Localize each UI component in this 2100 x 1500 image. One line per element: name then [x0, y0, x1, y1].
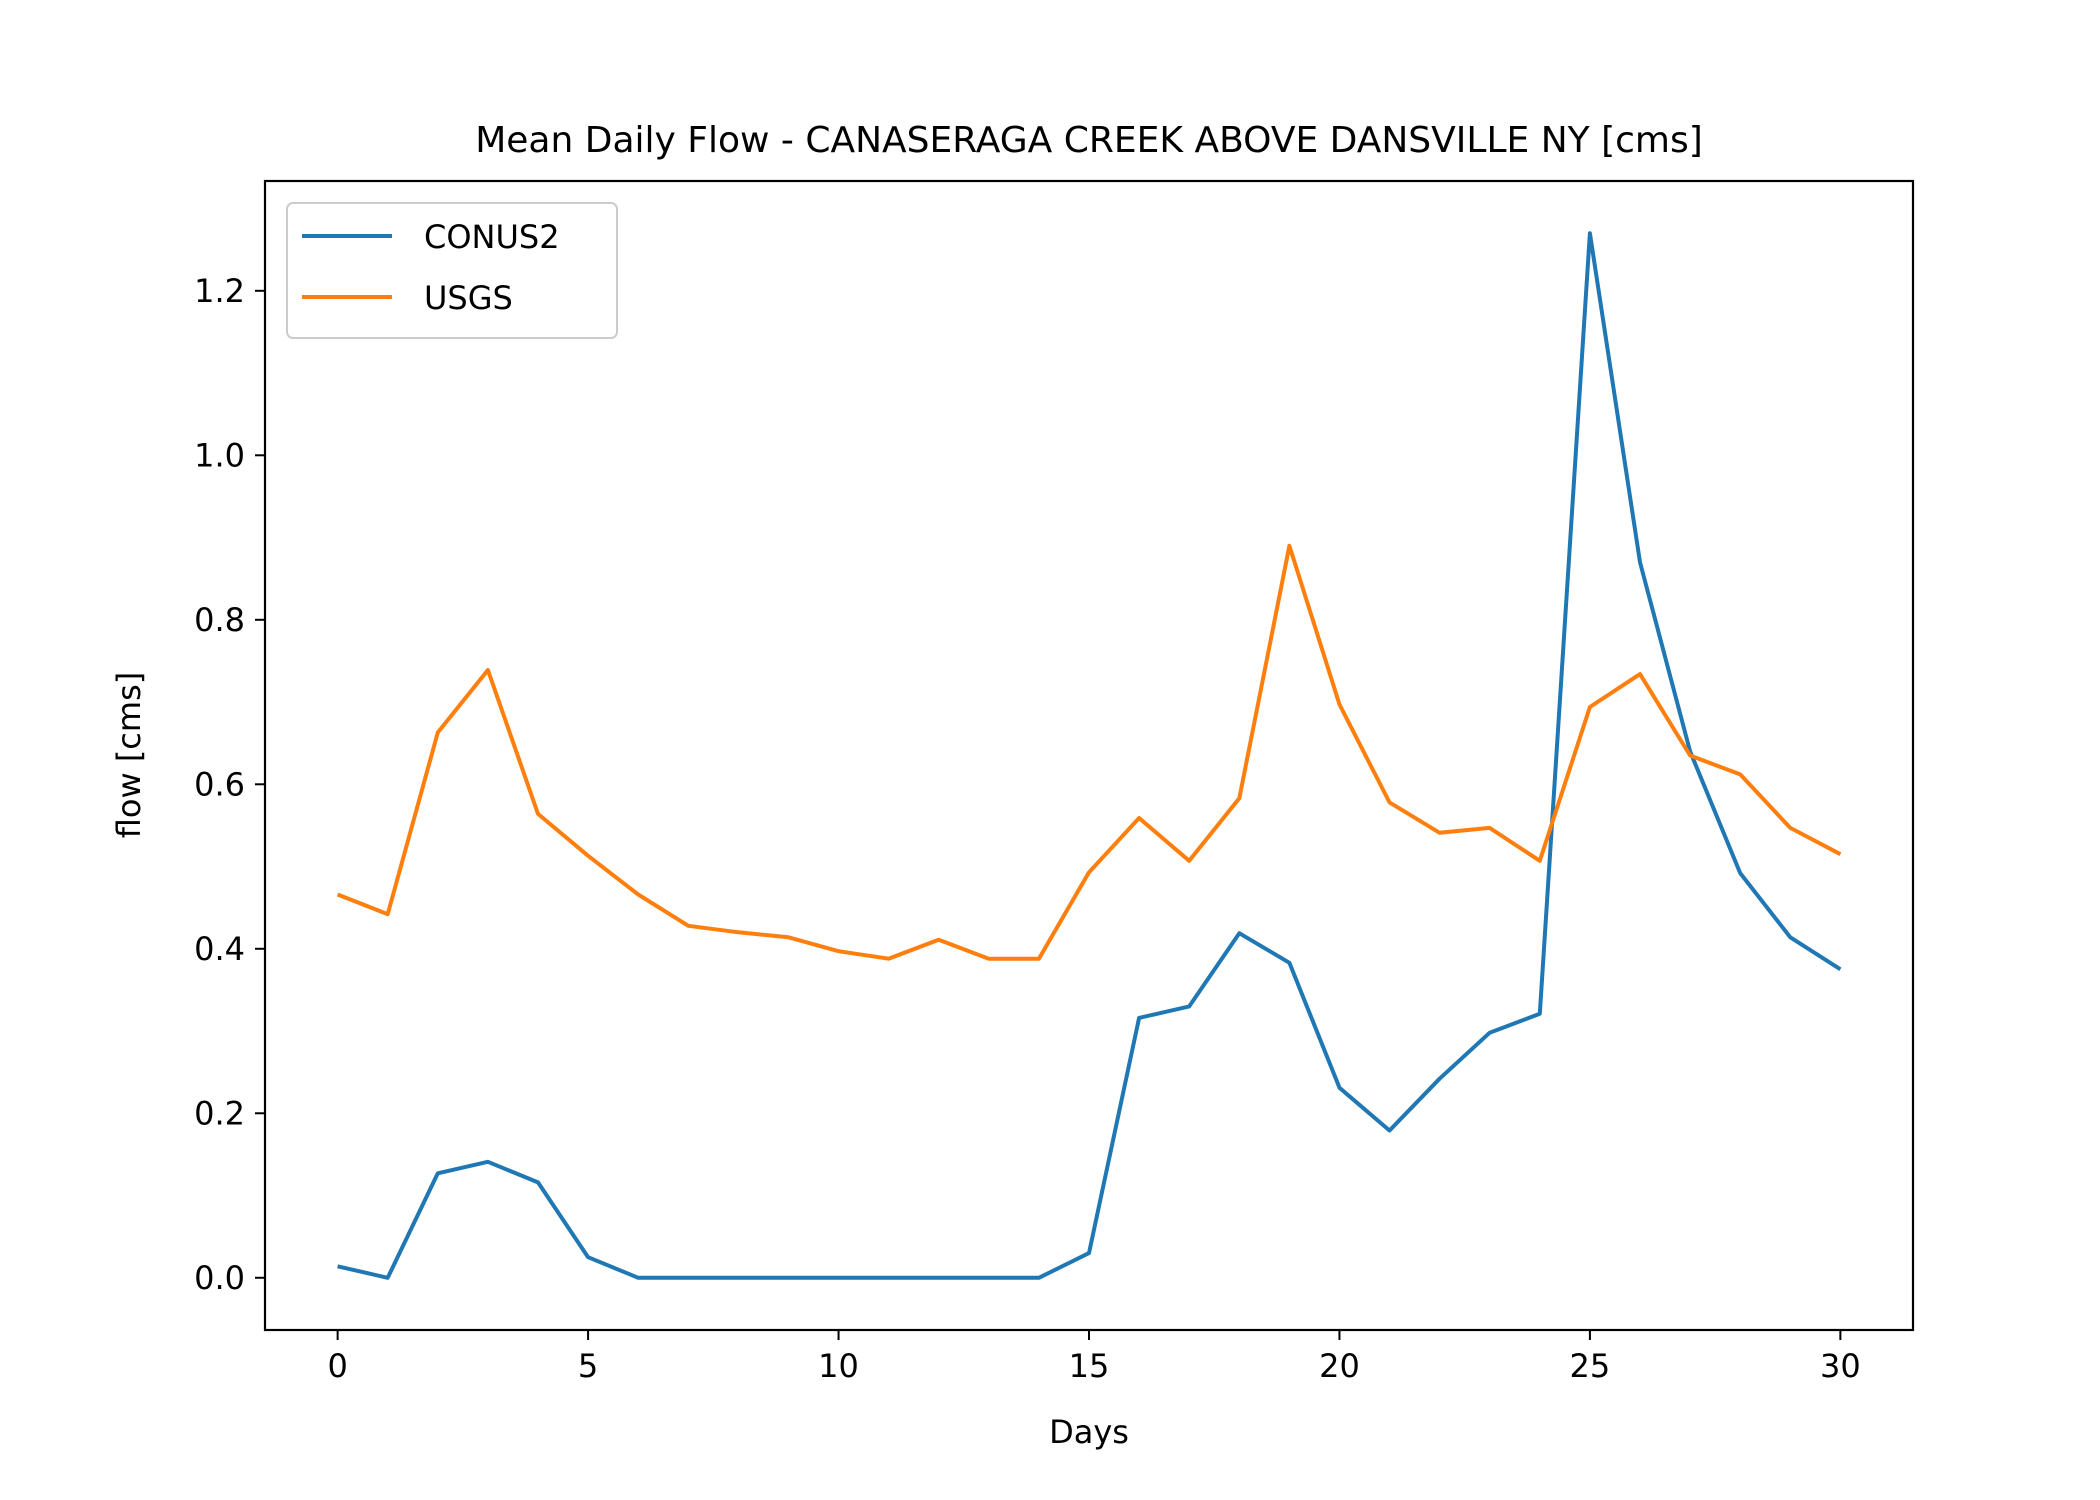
x-tick-label-20: 20 — [1319, 1347, 1360, 1385]
series-line-conus2 — [337, 231, 1842, 1280]
x-axis-label: Days — [1049, 1413, 1129, 1451]
chart-title: Mean Daily Flow - CANASERAGA CREEK ABOVE… — [475, 120, 1703, 161]
x-tick-label-15: 15 — [1069, 1347, 1110, 1385]
x-tick-label-25: 25 — [1570, 1347, 1611, 1385]
series-line-usgs — [336, 543, 1842, 961]
x-tick-label-30: 30 — [1820, 1347, 1861, 1385]
y-tick-label-5: 1.0 — [194, 436, 245, 474]
y-axis: 0.0 0.2 0.4 0.6 0.8 1.0 1.2 — [194, 272, 265, 1297]
x-axis: 0 5 10 15 20 25 30 — [327, 1330, 1861, 1385]
x-tick-label-0: 0 — [327, 1347, 347, 1385]
x-tick-label-10: 10 — [818, 1347, 859, 1385]
y-tick-label-3: 0.6 — [194, 765, 245, 803]
y-tick-label-0: 0.0 — [194, 1259, 245, 1297]
series-layer — [336, 231, 1842, 1280]
legend-label-conus2: CONUS2 — [424, 218, 560, 256]
y-axis-label: flow [cms] — [110, 672, 148, 838]
legend: CONUS2 USGS — [286, 202, 618, 339]
y-tick-label-4: 0.8 — [194, 601, 245, 639]
legend-label-usgs: USGS — [424, 279, 513, 317]
y-tick-label-2: 0.4 — [194, 930, 245, 968]
y-tick-label-6: 1.2 — [194, 272, 245, 310]
y-tick-label-1: 0.2 — [194, 1094, 245, 1132]
x-tick-label-5: 5 — [578, 1347, 598, 1385]
